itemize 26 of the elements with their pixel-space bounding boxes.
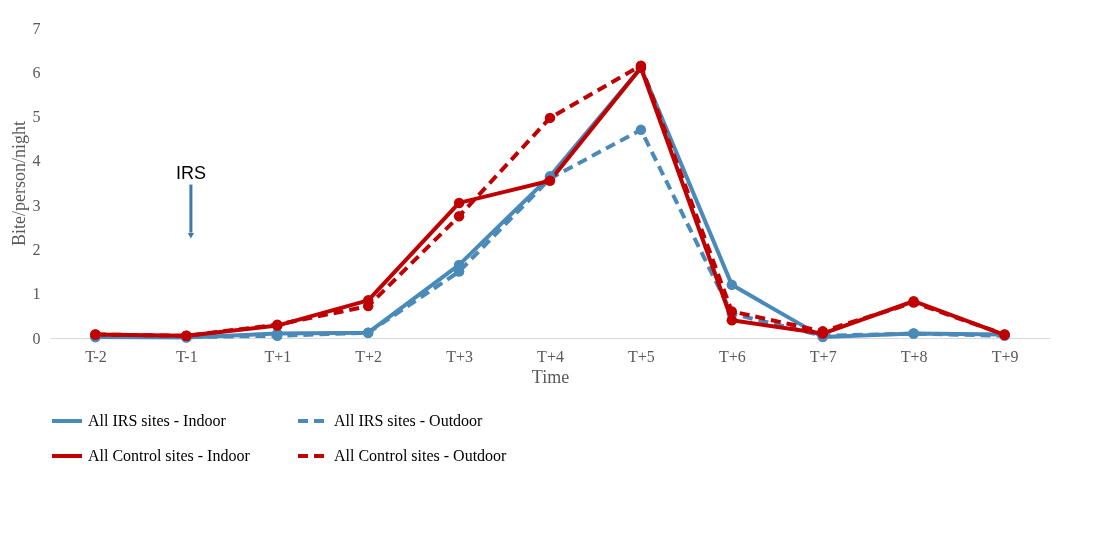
legend-label: All Control sites - Indoor: [88, 447, 251, 464]
y-tick-label: 1: [32, 285, 41, 303]
x-axis-title: Time: [531, 366, 570, 387]
legend-label: All Control sites - Outdoor: [334, 447, 508, 464]
x-tick-label: T-1: [176, 347, 198, 365]
x-tick-label: T+7: [809, 347, 837, 365]
x-tick-label: T-2: [85, 347, 107, 365]
y-tick-label: 0: [32, 329, 41, 347]
y-tick-label: 6: [32, 63, 41, 81]
y-tick-label: 5: [32, 108, 41, 126]
annotation: IRS: [175, 163, 206, 183]
y-tick-label: 3: [32, 196, 41, 214]
y-tick-label: 7: [32, 19, 41, 37]
x-tick-label: T+9: [991, 347, 1019, 365]
x-tick-label: T+1: [264, 347, 292, 365]
y-tick-label: 2: [32, 240, 41, 258]
x-tick-label: T+4: [537, 347, 564, 365]
x-tick-label: T+5: [628, 347, 655, 365]
legend-label: All IRS sites - Outdoor: [334, 412, 484, 429]
x-tick-label: T+2: [355, 347, 383, 365]
x-tick-label: T+3: [446, 347, 473, 365]
legend-label: All IRS sites - Indoor: [88, 412, 227, 429]
x-tick-label: T+6: [718, 347, 746, 365]
y-tick-label: 4: [32, 152, 41, 170]
x-tick-label: T+8: [900, 347, 928, 365]
y-axis-title: Bite/person/night: [8, 121, 29, 246]
